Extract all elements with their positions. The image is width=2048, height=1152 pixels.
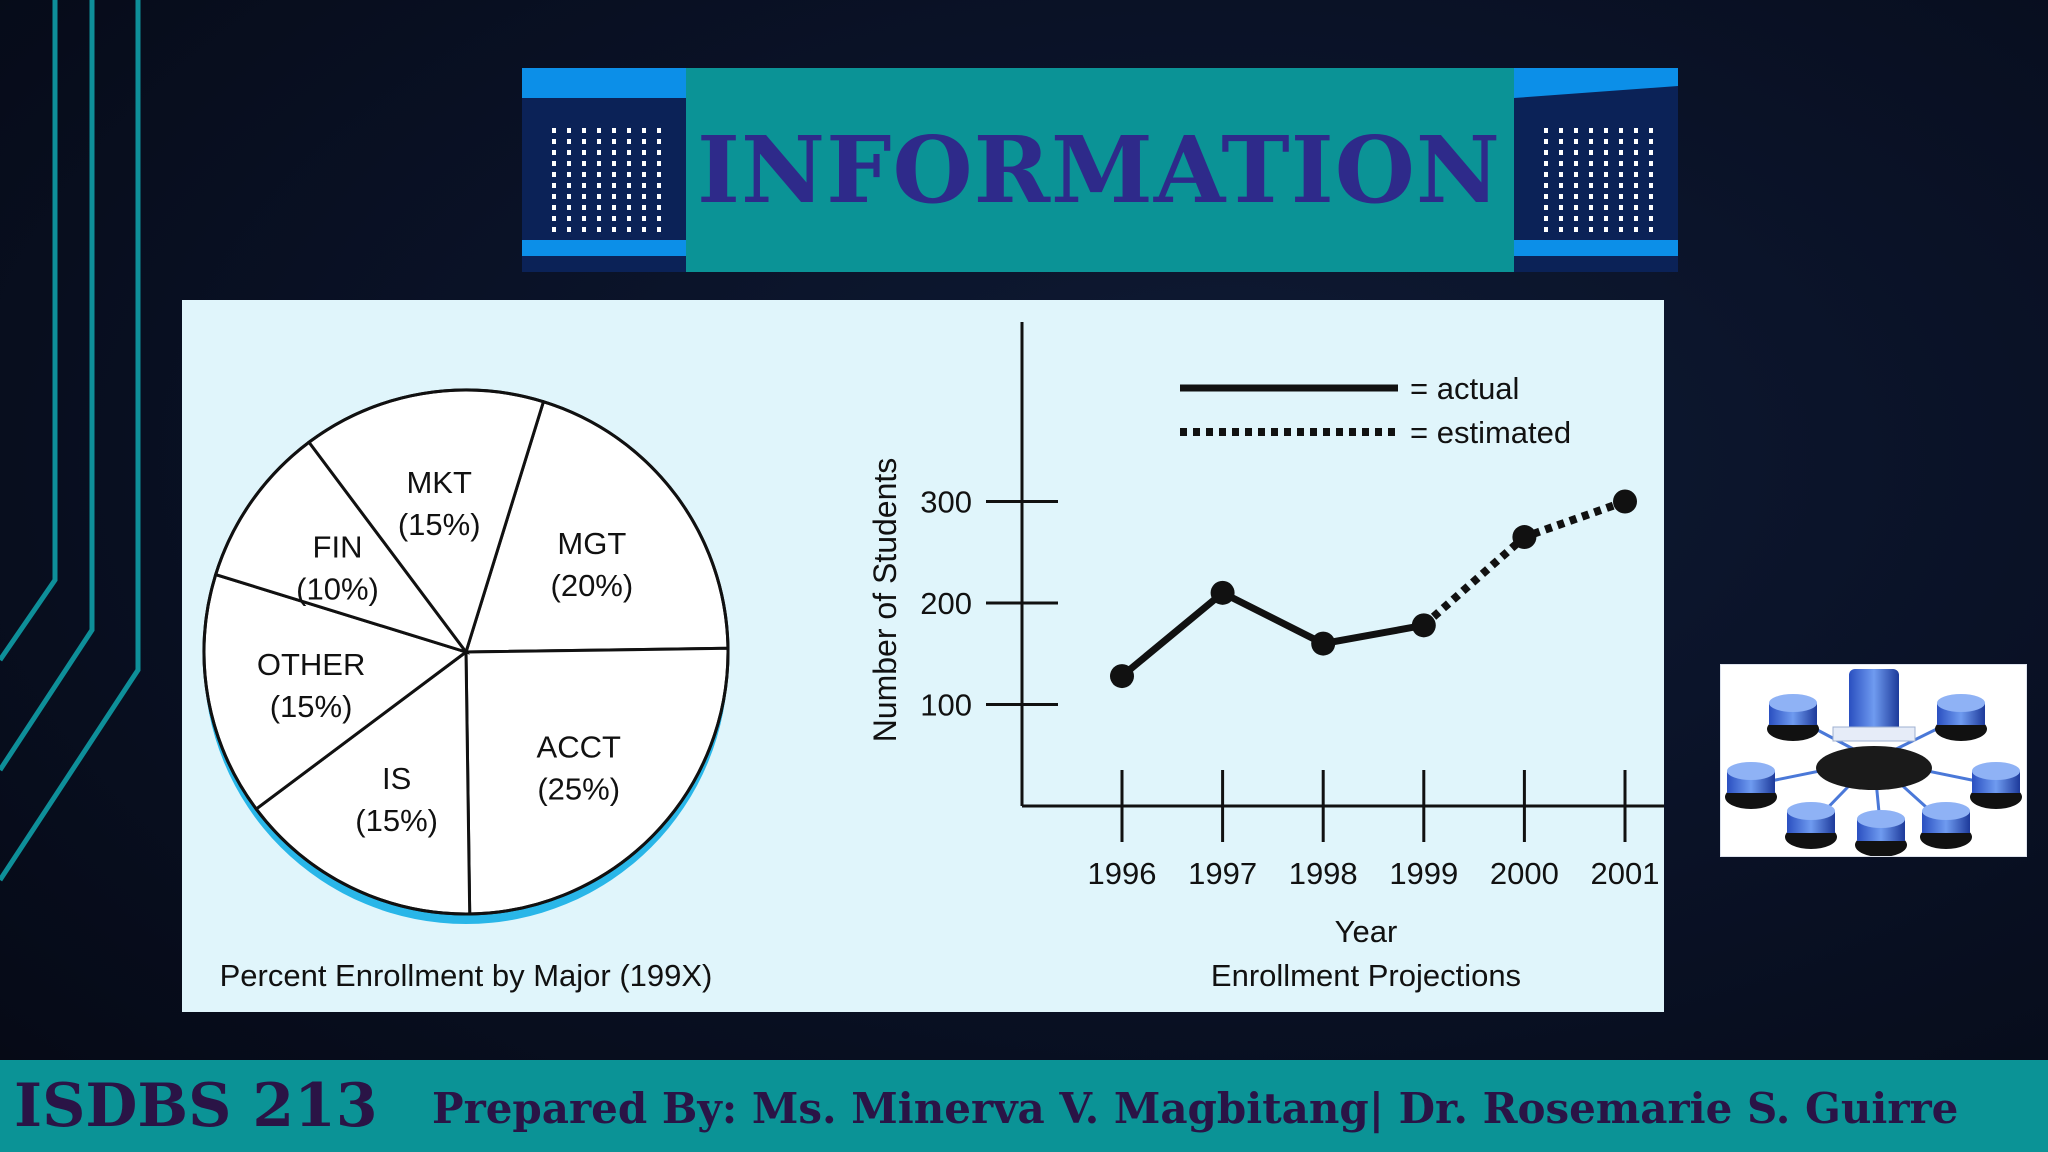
pie-label: OTHER — [257, 647, 366, 682]
pie-label: ACCT — [537, 730, 621, 765]
data-point — [1512, 525, 1537, 550]
footer-bar — [0, 1060, 2048, 1152]
legend: = actual = estimated — [1180, 371, 1571, 450]
pie-label: MKT — [406, 465, 472, 500]
slide-title: INFORMATION — [697, 116, 1501, 224]
line-chart-title: Enrollment Projections — [1211, 958, 1521, 993]
database-node — [1725, 762, 1777, 809]
decorative-lines — [0, 0, 141, 882]
y-axis-label: Number of Students — [867, 458, 903, 743]
y-tick-label: 300 — [920, 485, 972, 520]
database-node — [1970, 762, 2022, 809]
pie-outline — [202, 388, 730, 916]
hub-base — [1816, 746, 1932, 790]
title-banner — [522, 68, 1678, 272]
database-node — [1855, 810, 1907, 857]
course-code: ISDBS 213 — [14, 1071, 378, 1141]
pie-percent-label: (15%) — [270, 689, 353, 724]
line-chart: 100 200 300 1996 1997 1998 1999 2000 2001 = act… — [867, 322, 1664, 993]
data-point — [1210, 580, 1235, 605]
data-point — [1411, 613, 1436, 638]
series-line-actual — [1119, 588, 1425, 679]
charts-panel: MGT (20%) ACCT (25%) IS (15%) OTHER (15%) FIN (10… — [182, 300, 1664, 1012]
x-axis-label: Year — [1335, 914, 1398, 949]
y-tick-label: 100 — [920, 688, 972, 723]
database-node — [1785, 802, 1837, 849]
pie-label: MGT — [557, 526, 626, 561]
pie-percent-label: (15%) — [398, 507, 481, 542]
database-node — [1767, 694, 1819, 741]
prepared-by-credit: Prepared By: Ms. Minerva V. Magbitang| D… — [432, 1084, 1959, 1133]
central-server — [1849, 669, 1899, 735]
database-network-icon — [1725, 669, 2022, 857]
barcode-left — [552, 128, 661, 234]
pie-percent-label: (15%) — [355, 803, 438, 838]
pie-chart-title: Percent Enrollment by Major (199X) — [220, 958, 713, 993]
pie-label: IS — [382, 761, 411, 796]
data-point — [1613, 489, 1637, 514]
pie-label: FIN — [313, 529, 363, 564]
x-tick-label: 1998 — [1289, 856, 1358, 891]
database-node — [1920, 802, 1972, 849]
database-thumbnail — [1720, 664, 2027, 857]
data-point — [1110, 664, 1134, 689]
x-tick-label: 1999 — [1389, 856, 1458, 891]
pie-chart: MGT (20%) ACCT (25%) IS (15%) OTHER (15%) FIN (10… — [202, 388, 730, 993]
legend-entry: = actual — [1410, 371, 1519, 406]
y-tick-label: 200 — [920, 586, 972, 621]
pie-percent-label: (10%) — [296, 571, 379, 606]
x-tick-label: 1997 — [1188, 856, 1257, 891]
database-node — [1935, 694, 1987, 741]
x-tick-label: 2001 — [1591, 856, 1660, 891]
x-tick-label: 2000 — [1490, 856, 1559, 891]
x-tick-label: 1996 — [1088, 856, 1157, 891]
barcode-right — [1544, 128, 1653, 234]
pie-percent-label: (25%) — [537, 772, 620, 807]
pie-percent-label: (20%) — [551, 568, 634, 603]
data-point — [1311, 631, 1336, 656]
legend-entry: = estimated — [1410, 415, 1571, 450]
